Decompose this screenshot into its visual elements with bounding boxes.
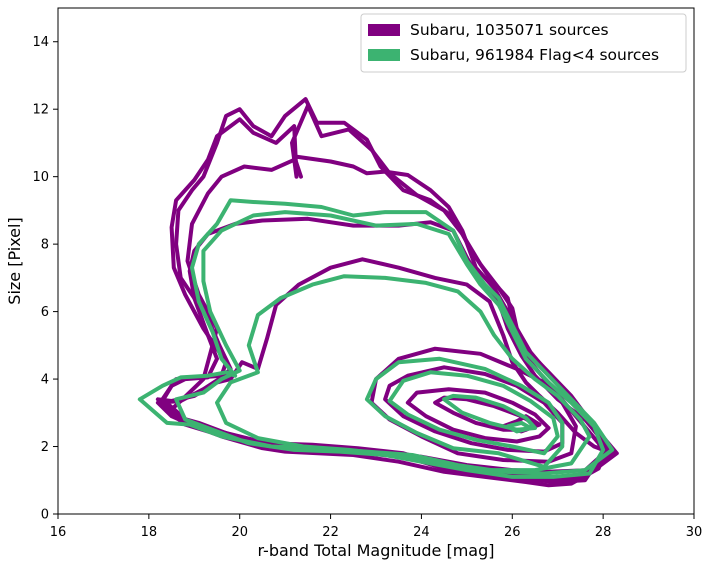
contour-line	[369, 346, 578, 464]
y-tick-label: 4	[41, 373, 49, 388]
x-tick-label: 18	[141, 525, 158, 540]
x-tick-label: 16	[50, 525, 67, 540]
legend-swatch-all-sources	[368, 24, 400, 36]
y-tick-label: 10	[32, 170, 49, 185]
contour-line	[405, 387, 551, 444]
legend-box	[360, 13, 687, 73]
contour-line	[215, 274, 592, 473]
x-tick-label: 26	[504, 525, 521, 540]
x-tick-label: 22	[322, 525, 339, 540]
y-axis: 0 2 4 6 8 10 12 14	[32, 35, 58, 523]
legend-label-flagged-sources: Subaru, 961984 Flag<4 sources	[410, 46, 659, 64]
legend-swatch-flagged-sources	[368, 49, 400, 61]
series-2-contours	[137, 198, 615, 479]
x-axis: 16 18 20 22 24 26 28 30	[50, 514, 703, 540]
contour-line	[387, 370, 560, 456]
y-axis-label: Size [Pixel]	[5, 217, 24, 304]
plot-frame	[57, 7, 695, 515]
legend: Subaru, 1035071 sources Subaru, 961984 F…	[360, 13, 687, 73]
x-tick-label: 24	[413, 525, 430, 540]
y-tick-label: 8	[41, 238, 49, 253]
y-tick-label: 14	[32, 35, 49, 50]
legend-label-all-sources: Subaru, 1035071 sources	[410, 21, 609, 39]
x-tick-label: 20	[231, 525, 248, 540]
y-tick-label: 6	[41, 305, 49, 320]
x-axis-label: r-band Total Magnitude [mag]	[257, 541, 494, 560]
contour-line	[442, 393, 537, 432]
series-layer	[137, 97, 619, 488]
y-tick-label: 0	[41, 508, 49, 523]
y-tick-label: 2	[41, 440, 49, 455]
y-tick-label: 12	[32, 103, 49, 118]
contour-line	[155, 216, 610, 488]
x-tick-label: 28	[595, 525, 612, 540]
contour-line	[505, 420, 533, 434]
x-tick-label: 30	[686, 525, 703, 540]
contour-line	[364, 356, 565, 469]
